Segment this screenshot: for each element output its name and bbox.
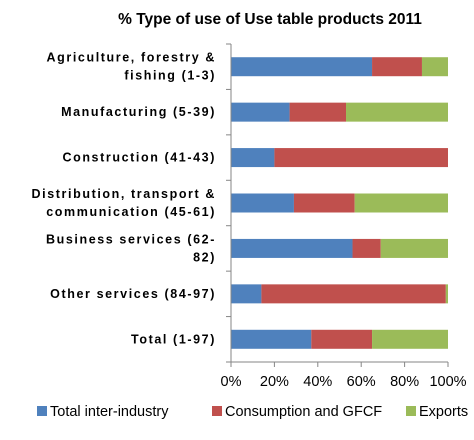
legend-swatch-3: [406, 406, 416, 416]
legend-swatch-2: [212, 406, 222, 416]
legend-label-1: Total inter-industry: [50, 404, 169, 420]
axes-group: [226, 43, 449, 367]
bar-segment-3-row-2: [346, 102, 448, 122]
bar-segment-2-row-4: [293, 193, 355, 213]
bar-segment-1-row-4: [231, 193, 294, 213]
legend: Total inter-industry Consumption and GFCF…: [37, 404, 468, 420]
category-label-5-line-2: 82): [193, 250, 216, 264]
category-label-2-line-1: Manufacturing (5-39): [61, 105, 216, 119]
category-label-6-line-1: Other services (84-97): [50, 287, 216, 301]
bar-segment-3-row-6: [445, 284, 448, 304]
x-tick-label-3: 40%: [303, 374, 332, 390]
bar-segment-2-row-1: [372, 57, 422, 77]
category-label-5-line-1: Business services (62-: [46, 232, 216, 246]
legend-label-3: Exports: [419, 404, 468, 420]
x-tick-labels: 0% 20% 40% 60% 80% 100%: [221, 374, 467, 390]
x-tick-label-4: 60%: [347, 374, 376, 390]
legend-label-2: Consumption and GFCF: [225, 404, 382, 420]
bar-segment-2-row-7: [311, 329, 373, 349]
bar-segment-3-row-5: [380, 238, 448, 258]
bar-segment-1-row-1: [231, 57, 373, 77]
bar-segment-2-row-2: [289, 102, 347, 122]
bar-segment-3-row-7: [372, 329, 448, 349]
x-tick-label-6: 100%: [429, 374, 466, 390]
bar-segment-2-row-6: [261, 284, 446, 304]
x-tick-label-1: 0%: [221, 374, 242, 390]
category-label-4-line-2: communication (45-61): [46, 205, 216, 219]
category-labels: Agriculture, forestry & fishing (1-3) Manu…: [32, 51, 216, 347]
bar-segment-1-row-7: [231, 329, 312, 349]
category-label-1-line-2: fishing (1-3): [124, 69, 216, 83]
category-label-4-line-1: Distribution, transport &: [32, 187, 216, 201]
category-label-1-line-1: Agriculture, forestry &: [47, 51, 216, 65]
bar-segment-2-row-5: [352, 238, 381, 258]
x-tick-label-5: 80%: [390, 374, 419, 390]
bar-segment-1-row-6: [231, 284, 262, 304]
x-tick-label-2: 20%: [260, 374, 289, 390]
bar-segment-1-row-3: [231, 148, 275, 168]
bar-segment-3-row-1: [421, 57, 448, 77]
legend-swatch-1: [37, 406, 47, 416]
category-label-3-line-1: Construction (41-43): [62, 151, 216, 165]
bar-segment-2-row-3: [274, 148, 448, 168]
chart-title: % Type of use of Use table products 2011: [118, 11, 422, 28]
bar-segment-1-row-2: [231, 102, 290, 122]
bars-group: [231, 57, 448, 349]
bar-segment-1-row-5: [231, 238, 353, 258]
bar-segment-3-row-4: [354, 193, 448, 213]
category-label-7-line-1: Total (1-97): [131, 332, 216, 346]
